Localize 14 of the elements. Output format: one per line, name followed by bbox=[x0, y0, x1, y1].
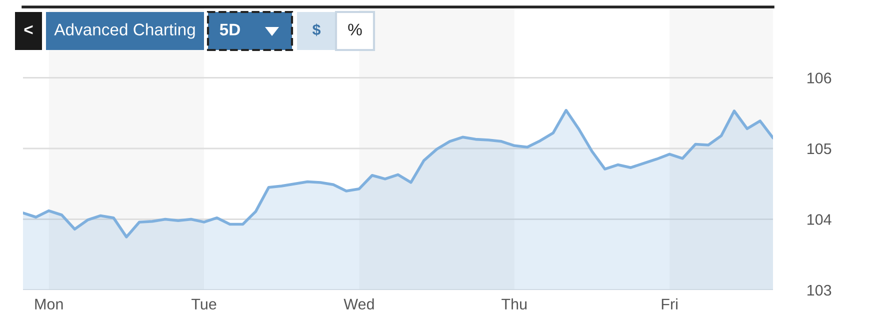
y-tick-label: 103 bbox=[808, 284, 832, 296]
x-tick-label: Fri bbox=[662, 298, 678, 310]
x-tick-label: Thu bbox=[502, 298, 527, 310]
annotation: < bbox=[24, 25, 33, 34]
annotation: % bbox=[348, 24, 362, 36]
annotation: 5D bbox=[220, 24, 240, 36]
x-tick-label: Tue bbox=[192, 298, 216, 310]
y-tick-label: 106 bbox=[808, 72, 832, 84]
x-tick-label: Mon bbox=[35, 298, 63, 310]
x-tick-label: Wed bbox=[344, 298, 374, 310]
y-tick-label: 105 bbox=[808, 143, 832, 154]
annotation: $ bbox=[312, 24, 321, 36]
y-tick-label: 104 bbox=[808, 214, 832, 225]
annotation: Advanced Charting bbox=[54, 23, 195, 39]
